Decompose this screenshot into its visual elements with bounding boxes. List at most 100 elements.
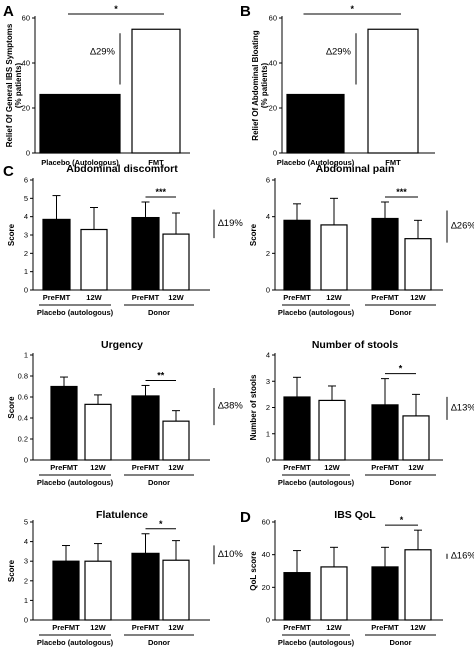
y-tick-label: 2: [24, 249, 28, 258]
y-tick-label: 0.8: [18, 372, 28, 381]
y-tick-label: 1: [24, 596, 28, 605]
chart-title: Abdominal discomfort: [66, 163, 178, 175]
y-tick-label: 20: [269, 104, 277, 113]
y-tick-label: 20: [262, 583, 270, 592]
delta-label: ∆29%: [326, 46, 351, 57]
bar: [50, 385, 78, 461]
x-tick-label: PreFMT: [283, 293, 311, 302]
bar: [402, 415, 430, 461]
significance-marker: *: [399, 364, 403, 374]
significance-marker: ***: [155, 187, 166, 197]
group-label: Donor: [148, 478, 170, 487]
group-label: Donor: [148, 638, 170, 647]
x-tick-label: PreFMT: [283, 463, 311, 472]
bar: [371, 217, 399, 291]
y-tick-label: 3: [266, 377, 270, 386]
group-label: Placebo (autologous): [37, 478, 114, 487]
y-tick-label: 4: [266, 351, 270, 360]
y-tick-label: 0: [24, 456, 28, 465]
y-tick-label: 0.2: [18, 435, 28, 444]
y-axis-label: Relief Of Abdominal Bloating(% patients): [251, 30, 269, 140]
group-label: Placebo (autologous): [37, 638, 114, 647]
significance-marker: **: [157, 370, 165, 380]
delta-label: ∆13%: [451, 402, 474, 413]
y-tick-label: 2: [24, 576, 28, 585]
group-label: Donor: [148, 308, 170, 317]
x-tick-label: 12W: [90, 623, 106, 632]
x-tick-label: 12W: [326, 293, 342, 302]
significance-marker: *: [159, 519, 163, 529]
bar: [404, 549, 432, 621]
y-tick-label: 20: [22, 104, 30, 113]
x-tick-label: PreFMT: [132, 623, 160, 632]
y-tick-label: 1: [24, 267, 28, 276]
x-tick-label: Placebo (Autologous): [277, 158, 355, 167]
y-tick-label: 0: [266, 616, 270, 625]
y-axis-label: Relief Of General IBS Symptoms(% patient…: [5, 23, 23, 147]
y-axis-label: Score: [7, 396, 16, 419]
bar: [39, 93, 121, 154]
bar: [286, 93, 345, 154]
significance-marker: ***: [396, 187, 407, 197]
chart-title: Abdominal pain: [316, 163, 395, 175]
bar: [84, 560, 112, 621]
y-tick-label: 0: [273, 149, 277, 158]
y-axis-label: Score: [7, 223, 16, 246]
bar: [80, 228, 108, 291]
panel-label: B: [240, 3, 251, 20]
y-tick-label: 0: [266, 286, 270, 295]
y-axis-label: Score: [249, 223, 258, 246]
x-tick-label: PreFMT: [52, 623, 80, 632]
y-tick-label: 2: [266, 403, 270, 412]
x-tick-label: PreFMT: [283, 623, 311, 632]
bar: [131, 552, 160, 621]
bar: [283, 396, 311, 461]
y-tick-label: 60: [22, 14, 30, 23]
chart-title: Flatulence: [96, 509, 148, 521]
bar: [131, 28, 181, 154]
x-tick-label: 12W: [408, 463, 424, 472]
bar: [404, 238, 432, 291]
x-tick-label: 12W: [410, 623, 426, 632]
bar: [283, 572, 311, 621]
y-tick-label: 0: [266, 456, 270, 465]
y-tick-label: 4: [266, 212, 270, 221]
x-tick-label: 12W: [168, 463, 184, 472]
bar: [367, 28, 419, 154]
chart-title: IBS QoL: [334, 509, 376, 521]
y-tick-label: 0: [24, 616, 28, 625]
bar: [162, 233, 190, 291]
x-tick-label: Placebo (Autologous): [41, 158, 119, 167]
x-tick-label: PreFMT: [371, 463, 399, 472]
y-tick-label: 60: [269, 14, 277, 23]
y-tick-label: 40: [262, 550, 270, 559]
x-tick-label: PreFMT: [371, 293, 399, 302]
bar: [162, 559, 190, 621]
group-label: Placebo (autologous): [278, 638, 355, 647]
chart-title: Urgency: [101, 339, 143, 351]
bar: [131, 395, 160, 461]
x-tick-label: 12W: [410, 293, 426, 302]
group-label: Placebo (autologous): [37, 308, 114, 317]
y-tick-label: 0: [26, 149, 30, 158]
delta-label: ∆26%: [451, 221, 474, 232]
bar: [52, 560, 80, 621]
bar: [283, 219, 311, 291]
delta-label: ∆19%: [218, 218, 243, 229]
bar: [320, 224, 348, 291]
y-tick-label: 0.6: [18, 393, 28, 402]
significance-marker: *: [350, 4, 354, 14]
x-tick-label: 12W: [86, 293, 102, 302]
y-tick-label: 2: [266, 249, 270, 258]
panel-label: A: [3, 3, 14, 20]
significance-marker: *: [400, 515, 404, 525]
y-axis-label-line: Relief Of Abdominal Bloating: [251, 30, 260, 140]
x-tick-label: PreFMT: [43, 293, 71, 302]
y-axis-label-line: (% patients): [14, 63, 23, 109]
x-tick-label: FMT: [148, 158, 164, 167]
y-tick-label: 5: [24, 518, 28, 527]
y-tick-label: 4: [24, 212, 28, 221]
group-label: Placebo (autologous): [278, 308, 355, 317]
y-tick-label: 0.4: [18, 414, 28, 423]
group-label: Donor: [389, 638, 411, 647]
